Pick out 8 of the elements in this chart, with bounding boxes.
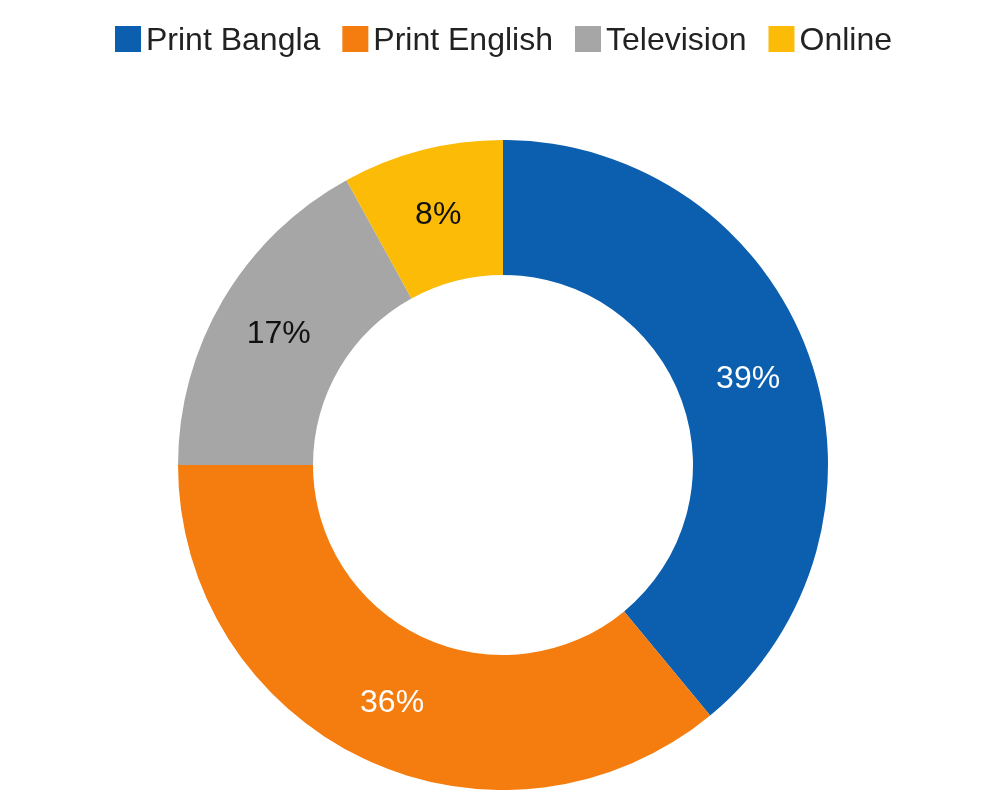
legend-label: Print Bangla xyxy=(146,21,321,57)
data-label: 17% xyxy=(246,314,311,351)
legend-label: Online xyxy=(799,21,892,57)
legend-label: Television xyxy=(605,21,747,57)
data-label: 8% xyxy=(415,194,462,231)
data-label: 39% xyxy=(716,358,781,395)
legend-label: Print English xyxy=(373,21,553,57)
data-label: 36% xyxy=(360,682,425,719)
